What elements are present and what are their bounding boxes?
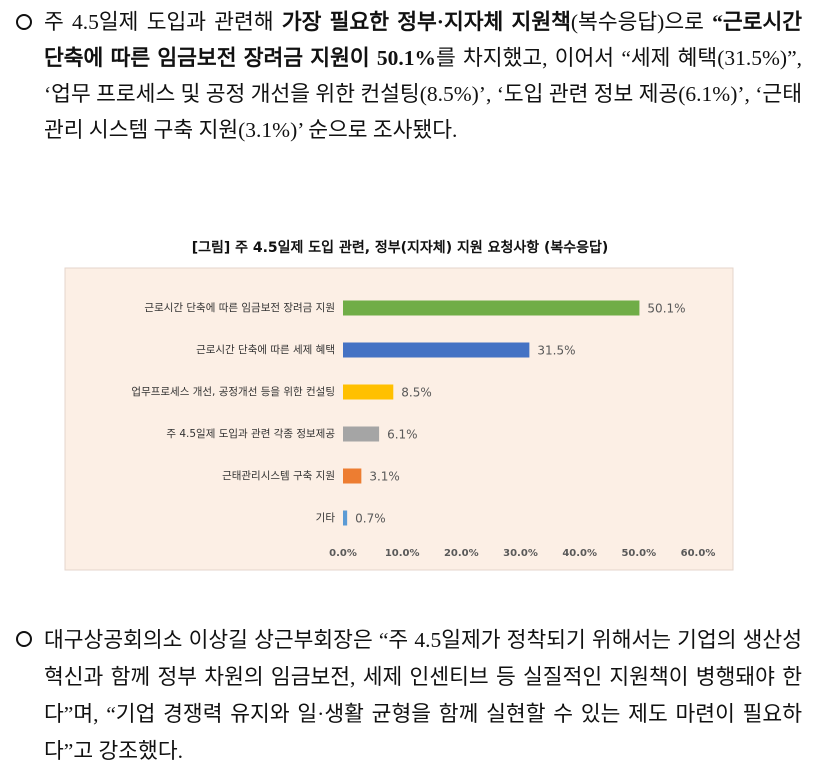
bar [343, 300, 640, 316]
x-tick-label: 30.0% [503, 548, 538, 559]
value-label: 0.7% [355, 512, 386, 526]
value-label: 8.5% [401, 386, 432, 400]
value-label: 50.1% [647, 302, 685, 316]
chart-area [64, 267, 734, 571]
value-label: 6.1% [387, 428, 418, 442]
x-tick-label: 50.0% [621, 548, 656, 559]
bar [343, 510, 348, 526]
value-label: 3.1% [369, 470, 400, 484]
bar [343, 342, 530, 358]
bullet [16, 14, 32, 30]
category-label: 근태관리시스템 구축 지원 [222, 470, 335, 482]
paragraph: 대구상공회의소 이상길 상근부회장은 “주 4.5일제가 정착되기 위해서는 기… [44, 622, 802, 770]
text-run: 대구상공회의소 이상길 상근부회장은 “주 4.5일제가 정착되기 위해서는 기… [44, 628, 802, 763]
bar [343, 426, 380, 442]
value-label: 31.5% [537, 344, 575, 358]
bar [343, 384, 394, 400]
text-run: 를 차지했고, 이어서 “세제 혜택(31.5%)”, ‘업무 프로세스 및 공… [44, 46, 802, 142]
x-tick-label: 10.0% [385, 548, 420, 559]
chart: [그림] 주 4.5일제 도입 관련, 정부(지자체) 지원 요청사항 (복수응… [64, 239, 734, 571]
chart-title: [그림] 주 4.5일제 도입 관련, 정부(지자체) 지원 요청사항 (복수응… [192, 239, 609, 256]
bullet [16, 631, 32, 647]
paragraph: 주 4.5일제 도입과 관련해 가장 필요한 정부·지자체 지원책(복수응답)으… [44, 4, 802, 148]
category-label: 근로시간 단축에 따른 임금보전 장려금 지원 [144, 301, 335, 314]
text-run: 주 4.5일제 도입과 관련해 [44, 10, 282, 34]
category-label: 기타 [316, 512, 336, 524]
text-run: 가장 필요한 정부·지자체 지원책 [281, 10, 571, 34]
x-tick-label: 20.0% [444, 548, 479, 559]
text-run: “근로시간 단축에 따른 임금보전 장려금 지원이 50.1% [44, 10, 803, 70]
category-label: 근로시간 단축에 따른 세제 혜택 [196, 344, 335, 356]
category-label: 주 4.5일제 도입과 관련 각종 정보제공 [166, 427, 335, 440]
text-run: (복수응답)으로 [570, 10, 713, 34]
x-tick-label: 60.0% [681, 548, 716, 559]
x-tick-label: 40.0% [562, 548, 597, 559]
category-label: 업무프로세스 개선, 공정개선 등을 위한 컨설팅 [131, 385, 335, 398]
bar [343, 468, 362, 484]
x-tick-label: 0.0% [329, 548, 357, 559]
